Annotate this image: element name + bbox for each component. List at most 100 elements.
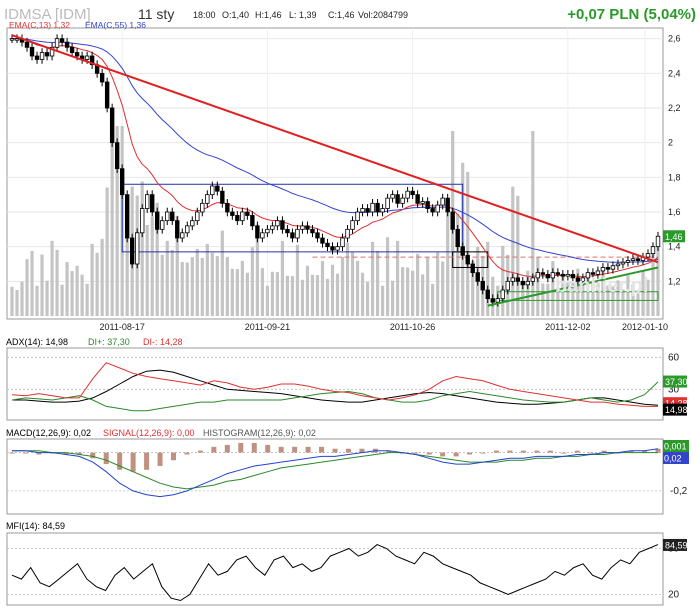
candle-body: [515, 277, 520, 282]
last-value-label: 14,98: [665, 405, 688, 415]
candle-body: [250, 215, 255, 227]
volume-bar: [441, 261, 445, 316]
volume-bar: [210, 252, 214, 316]
macd-line: [12, 448, 659, 498]
legend-signal: SIGNAL(12,26,9): 0,00: [103, 428, 195, 438]
histogram-bar: [467, 452, 473, 455]
histogram-bar: [265, 444, 271, 453]
last-price-label: 1,46: [665, 232, 683, 242]
candle-body: [525, 280, 530, 286]
histogram-bar: [238, 443, 244, 453]
histogram-bar: [63, 452, 69, 455]
low-label: L: 1,39: [289, 10, 317, 20]
candle-body: [205, 194, 210, 204]
candle-body: [335, 246, 340, 251]
candle-body: [225, 202, 230, 213]
di-minus-line: [11, 362, 658, 407]
candle-body: [595, 270, 601, 275]
volume-bar: [651, 248, 655, 316]
volume-bar: [105, 187, 109, 316]
volume-bar: [265, 285, 269, 316]
candle-body: [200, 202, 205, 213]
candle-body: [280, 220, 285, 230]
candle-body: [365, 208, 370, 213]
x-tick-label: 2011-10-26: [390, 322, 435, 332]
open-label: O:1,40: [222, 10, 249, 20]
candle-body: [275, 220, 280, 227]
y-tick-label: 2,2: [668, 103, 681, 113]
candle-body: [415, 194, 420, 204]
last-value-label: 84,59: [665, 540, 688, 550]
volume-bar: [110, 126, 114, 316]
y-tick-label: -0,2: [670, 486, 688, 497]
y-tick-label: 20: [668, 589, 680, 600]
candle-body: [330, 246, 335, 251]
volume-bar: [25, 259, 29, 316]
volume-bar: [290, 276, 295, 316]
candle-body: [370, 202, 375, 213]
volume-bar: [350, 251, 355, 316]
candle-body: [210, 185, 215, 196]
volume-bar: [230, 268, 234, 316]
y-tick-label: 2,4: [668, 68, 681, 78]
volume-bar: [95, 252, 99, 316]
candle-body: [440, 197, 445, 206]
candle-body: [220, 190, 225, 204]
volume-bar: [155, 202, 159, 316]
x-tick-label: 2011-09-21: [245, 322, 290, 332]
histogram-bar: [292, 446, 298, 453]
volume-bar: [145, 225, 149, 316]
histogram-bar: [547, 450, 553, 453]
watermark: bankier.pl: [555, 275, 648, 297]
candle-body: [630, 258, 636, 261]
legend-di-minus: DI-: 14,28: [143, 337, 183, 347]
candle-body: [505, 280, 510, 291]
candle-body: [215, 185, 220, 192]
volume-bar: [85, 283, 89, 316]
volume-bar: [586, 278, 590, 316]
histogram-bar: [345, 448, 351, 453]
histogram-bar: [628, 450, 634, 453]
volume-bar: [15, 290, 19, 316]
candle-body: [585, 272, 591, 279]
y-tick-label: 2: [668, 138, 673, 148]
volume-bar: [255, 224, 259, 316]
volume-bar: [401, 267, 405, 316]
candle-body: [565, 273, 571, 277]
candle-body: [150, 194, 155, 213]
interval-label: 11 sty: [138, 6, 174, 22]
histogram-bar: [561, 452, 567, 454]
y-tick-label: 1,2: [668, 276, 681, 286]
candle-body: [129, 237, 135, 265]
candle-body: [475, 272, 480, 282]
volume-bar: [65, 262, 69, 316]
volume-bar: [576, 268, 580, 316]
candle-body: [24, 41, 30, 48]
volume-bar: [551, 261, 555, 316]
volume-bar: [275, 272, 280, 316]
candle-body: [74, 52, 80, 57]
histogram-bar: [278, 446, 284, 453]
volume-bar: [55, 249, 59, 316]
candle-body: [155, 211, 160, 230]
last-value-tag: [663, 375, 687, 388]
histogram-bar: [507, 450, 513, 453]
candle-body: [99, 72, 105, 83]
candle-body: [44, 52, 50, 57]
volume-bar: [436, 252, 440, 316]
volume-bar: [566, 282, 570, 316]
candle-body: [650, 246, 656, 255]
volume-bar: [45, 280, 49, 316]
candle-body: [600, 267, 606, 272]
histogram-bar: [36, 452, 42, 455]
candle-body: [520, 280, 525, 286]
signal-line: [12, 450, 658, 490]
candle-body: [620, 261, 626, 265]
volume-bar: [431, 283, 435, 316]
histogram-bar: [9, 452, 15, 454]
histogram-bar: [494, 450, 499, 453]
last-value-label: 0,02: [664, 454, 682, 464]
histogram-bar: [332, 448, 338, 453]
candle-body: [310, 228, 315, 234]
